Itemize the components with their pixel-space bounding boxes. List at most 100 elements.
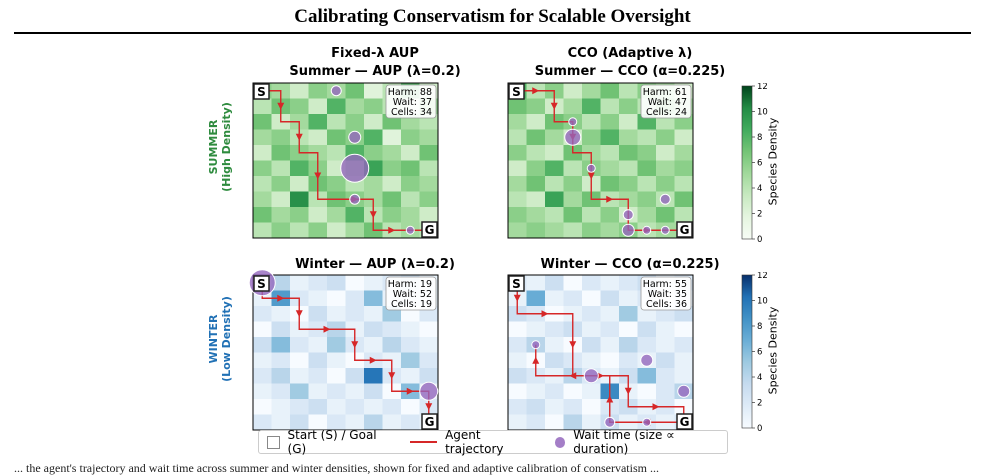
heatmap-cell: [364, 368, 383, 384]
colorbar-tick-label: 2: [757, 399, 762, 409]
heatmap-cell: [364, 306, 383, 322]
heatmap-cell: [419, 321, 439, 338]
heatmap-cell: [563, 191, 583, 208]
trajectory-arrow: [277, 294, 285, 302]
heatmap-cell: [308, 129, 328, 146]
heatmap-cell: [545, 321, 564, 338]
heatmap-cell: [290, 222, 309, 239]
heatmap-cell: [290, 207, 309, 223]
start-label: S: [512, 85, 521, 99]
heatmap-cell: [364, 114, 383, 130]
heatmap-cell: [582, 383, 601, 400]
trajectory-arrow: [388, 226, 396, 234]
heatmap-cell: [419, 160, 439, 177]
heatmap-cell: [308, 114, 328, 130]
colorbar-tick-label: 6: [757, 159, 762, 169]
heatmap-cell: [656, 383, 675, 400]
trajectory-arrow: [351, 341, 359, 349]
heatmap-cell: [526, 160, 546, 177]
heatmap-cell: [308, 83, 328, 99]
heatmap-cell: [619, 306, 638, 322]
trajectory-arrow: [569, 372, 577, 380]
heatmap-cell: [545, 207, 564, 223]
heatmap-cell: [582, 321, 601, 338]
heatmap-cell: [327, 414, 346, 431]
heatmap-cell: [401, 207, 420, 223]
trajectory-arrow: [388, 372, 396, 380]
wait-swatch: [554, 436, 566, 448]
heatmap-cell: [656, 337, 675, 353]
wait-marker: [642, 417, 652, 427]
wait-marker: [348, 130, 362, 144]
heatmap-cell: [508, 414, 527, 431]
wait-marker: [621, 223, 635, 237]
goal-box: [676, 413, 693, 430]
heatmap-cell: [600, 83, 620, 99]
heatmap-cell: [600, 176, 620, 192]
heatmap-cell: [308, 399, 328, 415]
heatmap-cell: [619, 352, 638, 369]
heatmap-cell: [637, 321, 657, 338]
heatmap-cell: [582, 352, 601, 369]
wait-marker: [330, 85, 342, 97]
colorbar-tick-label: 8: [757, 322, 762, 332]
heatmap-cell: [382, 160, 402, 177]
heatmap-cell: [582, 290, 601, 307]
wait-marker: [677, 384, 691, 398]
heatmap-cell: [271, 383, 291, 400]
heatmap-cell: [508, 352, 527, 369]
heatmap-cell: [526, 290, 546, 307]
start-label: S: [257, 85, 266, 99]
heatmap-cell: [563, 160, 583, 177]
colorbar-tick-label: 2: [757, 210, 762, 220]
heatmap-cell: [563, 414, 583, 431]
wait-marker: [583, 368, 599, 384]
heatmap-cell: [419, 129, 439, 146]
heatmap-cell: [382, 321, 402, 338]
heatmap-cell: [619, 160, 638, 177]
heatmap-cell: [271, 321, 291, 338]
start-box: [508, 275, 525, 292]
wait-marker: [531, 340, 541, 350]
start-box: [508, 83, 525, 100]
trajectory-arrow: [569, 341, 577, 349]
heatmap-cell: [327, 306, 346, 322]
heatmap-cell: [364, 337, 383, 353]
heatmap-cell: [508, 207, 527, 223]
heatmap-cell: [382, 129, 402, 146]
trajectory-arrow: [652, 403, 660, 411]
heatmap-cell: [253, 176, 272, 192]
heatmap-cell: [308, 337, 328, 353]
goal-box: [421, 221, 438, 238]
heatmap-cell: [308, 414, 328, 431]
wait-marker: [640, 353, 654, 367]
heatmap-cell: [308, 383, 328, 400]
heatmap-cell: [545, 275, 564, 291]
heatmap-cell: [401, 129, 420, 146]
wait-marker: [586, 163, 596, 173]
heatmap-cell: [582, 275, 601, 291]
heatmap-cell: [345, 383, 365, 400]
heatmap-cell: [656, 145, 675, 161]
trajectory-arrow: [406, 387, 414, 395]
heatmap-cell: [401, 176, 420, 192]
panel-title-winter-cco: Winter — CCO (α=0.225): [540, 257, 720, 272]
stat-harm: Harm: 61: [643, 87, 687, 98]
heatmap-cell: [345, 83, 365, 99]
trajectory-arrow: [606, 195, 614, 203]
wait-marker: [340, 153, 370, 183]
heatmap-cell: [253, 191, 272, 208]
panel-title-winter-aup: Winter — AUP (λ=0.2): [295, 257, 455, 272]
colorbar-tick-label: 8: [757, 133, 762, 143]
heatmap-cell: [582, 399, 601, 415]
heatmap-cell: [674, 337, 694, 353]
heatmap-cell: [600, 352, 620, 369]
heatmap-cell: [327, 176, 346, 192]
heatmap-cell: [290, 352, 309, 369]
heatmap-cell: [637, 368, 657, 384]
heatmap-cell: [526, 114, 546, 130]
heatmap-cell: [508, 368, 527, 384]
heatmap-cell: [619, 337, 638, 353]
goal-label: G: [680, 223, 690, 237]
